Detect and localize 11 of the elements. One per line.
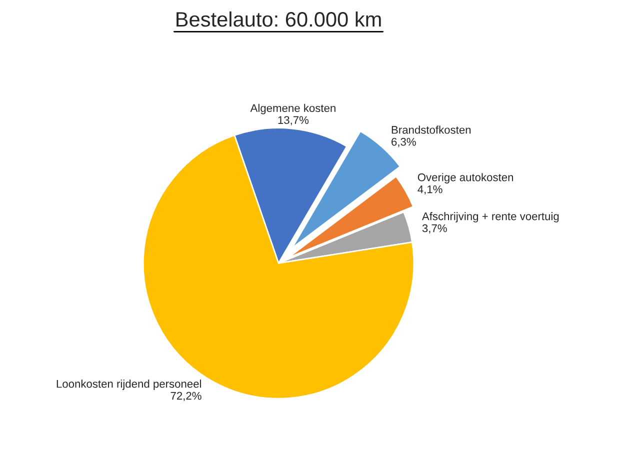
data-label: 72,2% (170, 392, 202, 402)
data-label: 6,3% (392, 138, 416, 148)
slice-label: Loonkosten rijdend personeel (56, 380, 202, 390)
data-label: 4,1% (418, 185, 442, 195)
slice-label: Overige autokosten (418, 173, 514, 184)
data-label: 3,7% (422, 224, 447, 234)
slice-label: Afschrijving + rente voertuig (422, 212, 559, 222)
data-label: 13,7% (278, 116, 309, 126)
slice-label: Algemene kosten (250, 104, 336, 114)
chart-title: Bestelauto: 60.000 km (176, 11, 381, 27)
slice-label: Brandstofkosten (392, 126, 471, 134)
